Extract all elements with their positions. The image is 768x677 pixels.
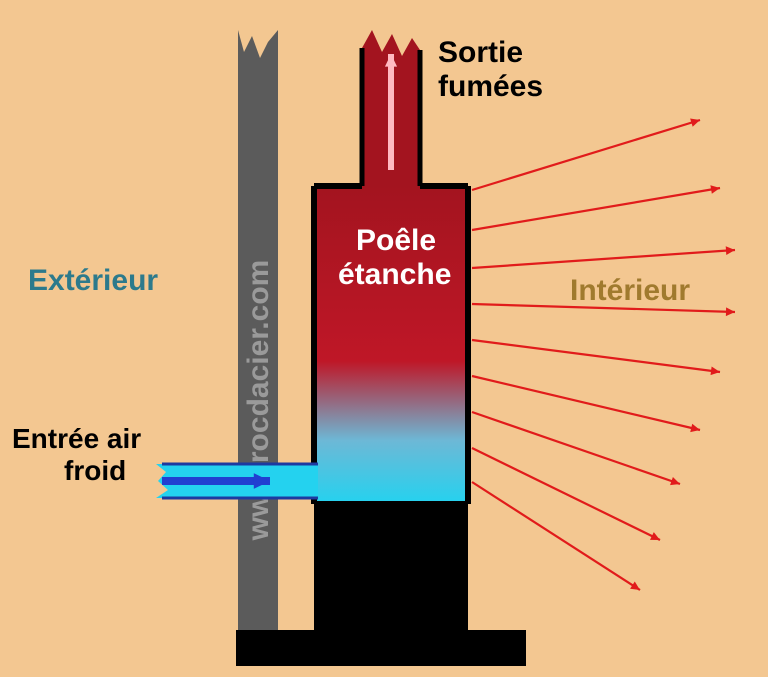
label-entree1: Entrée air: [12, 423, 141, 454]
label-entree2: froid: [64, 455, 126, 486]
label-poele2: étanche: [338, 258, 451, 291]
label-exterieur: Extérieur: [28, 264, 158, 297]
stove-diagram: www.rocdacier.comExtérieurIntérieurSorti…: [0, 0, 768, 677]
label-interieur: Intérieur: [570, 274, 690, 307]
pedestal: [314, 500, 468, 634]
label-poele1: Poêle: [356, 224, 436, 257]
base-plate: [236, 630, 526, 666]
label-sortie2: fumées: [438, 70, 543, 103]
label-sortie1: Sortie: [438, 36, 523, 69]
